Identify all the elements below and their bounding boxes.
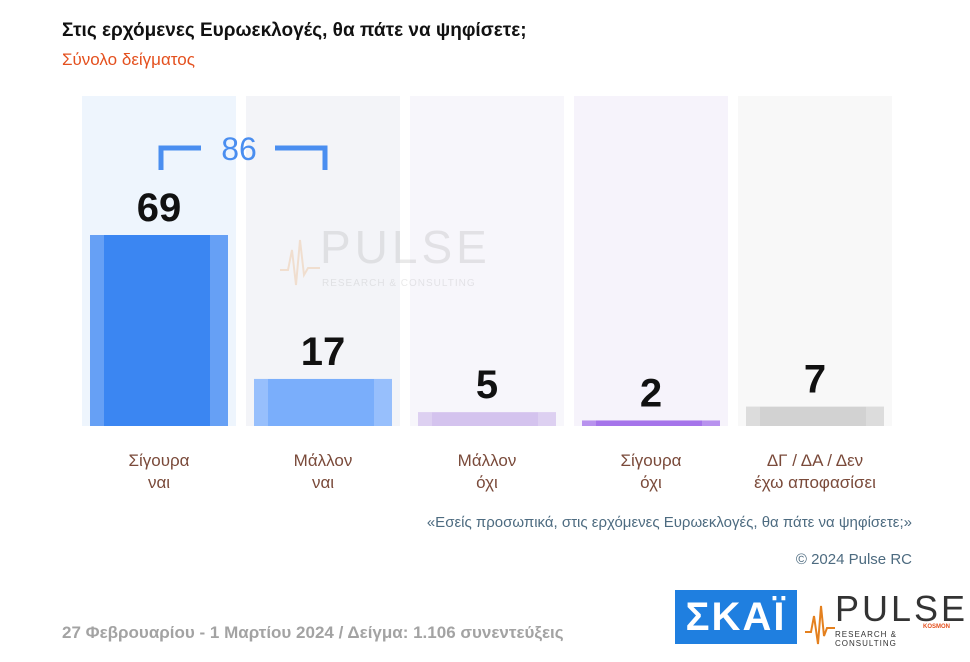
bar [90, 235, 228, 426]
bar [582, 420, 720, 426]
column-background [410, 96, 564, 426]
bar-highlight [866, 406, 884, 426]
category-label: Μάλλον [294, 451, 353, 470]
category-label: Μάλλον [458, 451, 517, 470]
category-label: έχω αποφασίσει [754, 473, 876, 492]
pulse-wave-icon [805, 605, 835, 645]
pulse-logo-kosmon: KOSMON [923, 624, 950, 630]
bar [254, 378, 392, 426]
pulse-logo-word: PULSE [835, 588, 969, 629]
category-label: ναι [148, 473, 170, 492]
category-label: ναι [312, 473, 334, 492]
skai-logo: ΣΚΑΪ [675, 590, 797, 644]
data-label: 7 [804, 358, 826, 402]
bar-highlight [90, 235, 104, 426]
question-text: «Εσείς προσωπικά, στις ερχόμενες Ευρωεκλ… [426, 514, 912, 531]
category-label: Σίγουρα [128, 451, 189, 470]
bar-highlight [582, 420, 596, 426]
bar-highlight [538, 412, 556, 426]
bar-highlight [702, 420, 720, 426]
category-label: όχι [640, 473, 662, 492]
bracket-label: 86 [221, 131, 257, 167]
bar [746, 406, 884, 426]
data-label: 2 [640, 371, 662, 415]
bracket-right [275, 145, 328, 170]
bar-highlight [210, 235, 228, 426]
column-background [574, 96, 728, 426]
bar-highlight [746, 406, 760, 426]
data-label: 69 [137, 186, 182, 230]
category-label: ΔΓ / ΔΑ / Δεν [767, 451, 863, 470]
bar-highlight [254, 378, 268, 426]
data-label: 17 [301, 330, 346, 374]
bracket-left [158, 145, 201, 170]
category-label: Σίγουρα [620, 451, 681, 470]
column-background [738, 96, 892, 426]
pulse-logo-sub: RESEARCH & CONSULTING [835, 630, 898, 648]
chart-title: Στις ερχόμενες Ευρωεκλογές, θα πάτε να ψ… [62, 20, 527, 41]
footer-info: 27 Φεβρουαρίου - 1 Μαρτίου 2024 / Δείγμα… [62, 623, 564, 642]
copyright: © 2024 Pulse RC [795, 551, 912, 568]
data-label: 5 [476, 363, 498, 407]
category-label: όχι [476, 473, 498, 492]
pulse-logo: PULSE KOSMON RESEARCH & CONSULTING [805, 588, 965, 648]
chart-subtitle: Σύνολο δείγματος [62, 50, 195, 69]
bar-highlight [418, 412, 432, 426]
bar [418, 412, 556, 426]
bar-chart: 69 Σίγουρα ναι 17 Μάλλον ναι 5 Μάλλον όχι 2 Σίγουρ… [82, 96, 892, 492]
bar-highlight [374, 378, 392, 426]
